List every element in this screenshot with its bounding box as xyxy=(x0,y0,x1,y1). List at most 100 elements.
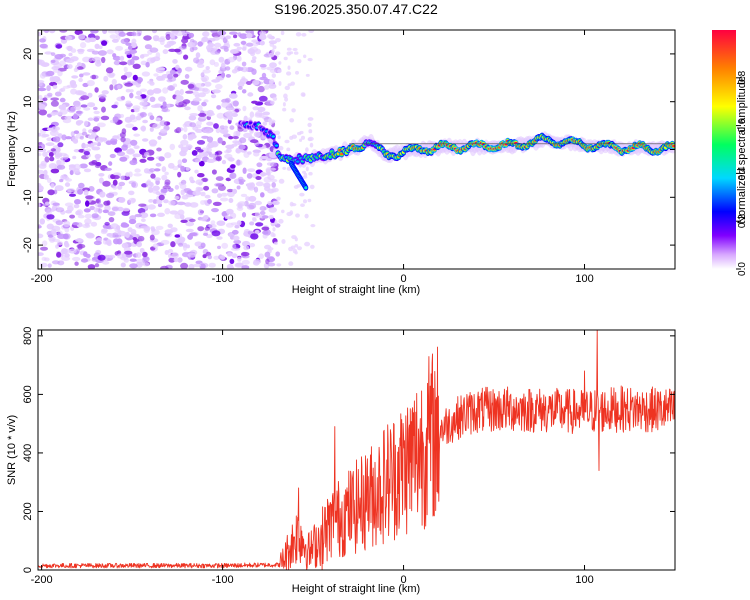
noise-speckle xyxy=(55,207,65,213)
noise-speckle xyxy=(120,75,128,80)
noise-speckle xyxy=(194,241,203,247)
noise-speckle xyxy=(89,205,95,211)
noise-speckle xyxy=(112,186,118,190)
noise-speckle xyxy=(294,251,298,255)
noise-speckle xyxy=(119,113,125,118)
noise-speckle xyxy=(184,66,193,72)
noise-speckle xyxy=(231,143,238,147)
noise-speckle xyxy=(281,209,285,214)
noise-speckle xyxy=(185,90,194,94)
noise-speckle xyxy=(164,171,169,176)
noise-speckle xyxy=(168,200,176,206)
noise-speckle xyxy=(289,135,294,140)
noise-speckle xyxy=(49,156,55,162)
noise-speckle xyxy=(260,192,265,198)
noise-speckle xyxy=(172,83,178,88)
noise-speckle xyxy=(175,127,182,134)
noise-speckle xyxy=(161,105,169,112)
noise-speckle xyxy=(231,253,238,259)
noise-speckle xyxy=(241,61,247,67)
noise-speckle xyxy=(286,47,292,51)
noise-speckle xyxy=(221,159,227,165)
noise-speckle xyxy=(210,47,218,51)
noise-speckle xyxy=(287,83,292,87)
noise-speckle xyxy=(56,78,63,85)
noise-speckle xyxy=(146,89,155,96)
noise-speckle xyxy=(301,32,307,37)
noise-speckle xyxy=(189,122,197,128)
noise-speckle xyxy=(72,222,79,226)
noise-speckle xyxy=(63,220,71,227)
noise-speckle xyxy=(141,53,149,57)
noise-speckle xyxy=(180,262,189,269)
noise-speckle xyxy=(214,42,222,48)
spectrogram-y-tick-label: -10 xyxy=(22,189,34,205)
noise-speckle xyxy=(275,38,281,43)
noise-speckle xyxy=(151,229,160,236)
noise-speckle xyxy=(232,136,239,140)
spectrogram-x-tick-label: -200 xyxy=(31,273,53,285)
noise-speckle xyxy=(268,167,277,171)
noise-speckle xyxy=(38,87,47,92)
noise-speckle xyxy=(202,232,209,236)
noise-speckle xyxy=(251,100,259,104)
noise-speckle xyxy=(149,47,159,53)
noise-speckle xyxy=(59,97,66,103)
noise-speckle xyxy=(189,46,195,53)
noise-speckle xyxy=(145,180,152,186)
noise-speckle xyxy=(110,223,119,230)
noise-speckle xyxy=(202,254,207,259)
noise-speckle xyxy=(202,31,210,37)
noise-speckle xyxy=(147,80,154,84)
noise-speckle xyxy=(108,254,116,259)
noise-speckle xyxy=(50,59,56,63)
noise-speckle xyxy=(56,164,66,170)
noise-speckle xyxy=(199,263,206,269)
noise-speckle xyxy=(201,101,207,107)
noise-speckle xyxy=(192,97,202,102)
noise-speckle xyxy=(248,195,257,202)
noise-speckle xyxy=(112,179,118,186)
noise-speckle xyxy=(167,223,173,228)
noise-speckle xyxy=(247,168,256,173)
noise-speckle xyxy=(241,265,250,269)
noise-speckle xyxy=(255,110,263,117)
noise-speckle xyxy=(258,34,267,41)
noise-speckle xyxy=(213,255,220,260)
noise-speckle xyxy=(268,52,275,58)
noise-speckle xyxy=(64,115,74,120)
noise-speckle xyxy=(191,150,198,156)
noise-speckle xyxy=(116,253,124,259)
noise-speckle xyxy=(239,33,248,39)
noise-speckle xyxy=(174,195,180,200)
noise-speckle xyxy=(61,256,71,261)
noise-speckle xyxy=(129,258,137,262)
noise-speckle xyxy=(168,76,177,82)
noise-speckle xyxy=(178,242,183,247)
noise-speckle xyxy=(194,83,204,88)
noise-speckle xyxy=(268,207,278,213)
noise-speckle xyxy=(277,145,284,151)
noise-speckle xyxy=(120,136,126,143)
noise-speckle xyxy=(162,49,169,55)
noise-speckle xyxy=(46,70,55,77)
noise-speckle xyxy=(286,211,293,217)
noise-speckle xyxy=(202,88,211,95)
noise-speckle xyxy=(142,119,149,124)
noise-speckle xyxy=(78,182,85,189)
noise-speckle xyxy=(272,233,276,238)
noise-speckle xyxy=(242,167,247,174)
noise-speckle xyxy=(248,202,257,210)
noise-speckle xyxy=(273,189,277,193)
noise-speckle xyxy=(149,127,154,132)
signal-branch xyxy=(304,186,308,190)
noise-speckle xyxy=(217,30,227,36)
noise-speckle xyxy=(85,200,90,207)
noise-speckle xyxy=(180,165,186,172)
noise-speckle xyxy=(131,31,137,37)
noise-speckle xyxy=(187,252,196,258)
noise-speckle xyxy=(128,171,133,178)
noise-speckle xyxy=(44,257,50,262)
noise-speckle xyxy=(63,176,70,181)
